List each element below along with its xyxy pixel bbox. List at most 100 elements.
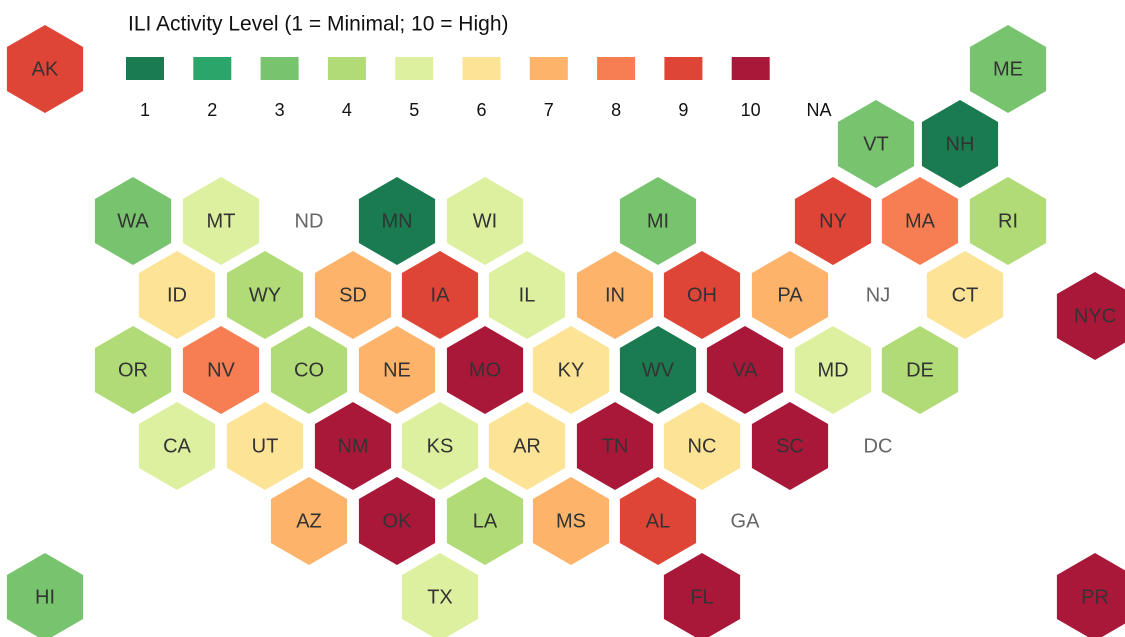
- state-label: NV: [207, 359, 235, 381]
- state-hex: [881, 326, 959, 414]
- state-label: WY: [249, 284, 281, 306]
- state-label: VT: [863, 133, 889, 155]
- state-label: ID: [167, 284, 187, 306]
- state-hex: [401, 553, 479, 637]
- state-label: NC: [688, 435, 717, 457]
- state-hex: [358, 177, 436, 265]
- state-label: NE: [383, 359, 411, 381]
- state-hex: [138, 402, 216, 490]
- state-label: AR: [513, 435, 541, 457]
- legend-swatch: [126, 57, 164, 80]
- state-hex: [532, 326, 610, 414]
- state-hex: [663, 251, 741, 339]
- state-label: IA: [431, 284, 451, 306]
- state-hex: [182, 177, 260, 265]
- state-label: RI: [998, 210, 1018, 232]
- state-hex: [401, 251, 479, 339]
- state-hex: [576, 251, 654, 339]
- state-label: NY: [819, 210, 847, 232]
- state-hex: [94, 326, 172, 414]
- state-hex: [969, 177, 1047, 265]
- state-hex: [226, 402, 304, 490]
- state-hex: [619, 177, 697, 265]
- state-hex: [358, 326, 436, 414]
- state-label: AL: [646, 510, 670, 532]
- state-label: WV: [642, 359, 675, 381]
- legend-swatch: [395, 57, 434, 80]
- legend-swatch: [327, 57, 366, 80]
- legend-swatch: [597, 57, 636, 80]
- state-label: DE: [906, 359, 934, 381]
- state-hex: [488, 402, 566, 490]
- state-hex: [576, 402, 654, 490]
- state-hex: [706, 326, 784, 414]
- state-hex: [270, 326, 348, 414]
- state-hex: [358, 477, 436, 565]
- legend-swatch: [193, 57, 232, 80]
- state-label: CT: [952, 284, 979, 306]
- legend-label: 6: [476, 100, 486, 120]
- state-hex: [270, 477, 348, 565]
- state-label: TN: [602, 435, 629, 457]
- legend-swatch: [664, 57, 703, 80]
- state-hex: [401, 402, 479, 490]
- state-hex: [1056, 272, 1125, 360]
- state-label: PA: [777, 284, 803, 306]
- state-label: FL: [690, 586, 713, 608]
- legend-label: 7: [544, 100, 554, 120]
- legend-swatch: [462, 57, 501, 80]
- legend-label: 2: [207, 100, 217, 120]
- state-label: MS: [556, 510, 586, 532]
- state-label: UT: [252, 435, 279, 457]
- legend-swatch: [260, 57, 299, 80]
- state-label: CA: [163, 435, 191, 457]
- legend-label: 9: [678, 100, 688, 120]
- state-label: AK: [32, 58, 59, 80]
- legend-label: 1: [140, 100, 150, 120]
- state-label: HI: [35, 586, 55, 608]
- state-hex: [619, 326, 697, 414]
- state-label: NJ: [866, 284, 890, 306]
- state-label: NH: [946, 133, 975, 155]
- state-hex: [663, 402, 741, 490]
- state-hex: [837, 100, 915, 188]
- state-hex: [751, 402, 829, 490]
- legend-swatch: [529, 57, 568, 80]
- legend-na-label: NA: [806, 100, 831, 120]
- state-label: LA: [473, 510, 498, 532]
- state-hex: [881, 177, 959, 265]
- state-label: AZ: [296, 510, 322, 532]
- state-label: PR: [1081, 586, 1109, 608]
- state-hex: [446, 477, 524, 565]
- state-label: VA: [732, 359, 758, 381]
- state-label: MA: [905, 210, 936, 232]
- state-hex: [1056, 553, 1125, 637]
- state-hex: [6, 553, 84, 637]
- state-label: WI: [473, 210, 497, 232]
- state-hex: [314, 251, 392, 339]
- state-hex: [926, 251, 1004, 339]
- state-hex: [138, 251, 216, 339]
- state-label: KS: [427, 435, 454, 457]
- state-label: ND: [295, 210, 324, 232]
- state-label: MD: [817, 359, 848, 381]
- state-hex: [314, 402, 392, 490]
- state-label: OH: [687, 284, 717, 306]
- state-hex: [619, 477, 697, 565]
- state-hex: [6, 25, 84, 113]
- state-hex: [751, 251, 829, 339]
- state-label: SD: [339, 284, 367, 306]
- state-label: ME: [993, 58, 1023, 80]
- state-label: OK: [383, 510, 413, 532]
- state-label: DC: [864, 435, 893, 457]
- legend-label: 3: [275, 100, 285, 120]
- state-hex: [446, 177, 524, 265]
- state-hex: [663, 553, 741, 637]
- state-hex: [969, 25, 1047, 113]
- state-hex: [794, 326, 872, 414]
- state-label: MT: [207, 210, 236, 232]
- legend-label: 10: [741, 100, 761, 120]
- state-label: SC: [776, 435, 804, 457]
- legend-title: ILI Activity Level (1 = Minimal; 10 = Hi…: [128, 13, 509, 36]
